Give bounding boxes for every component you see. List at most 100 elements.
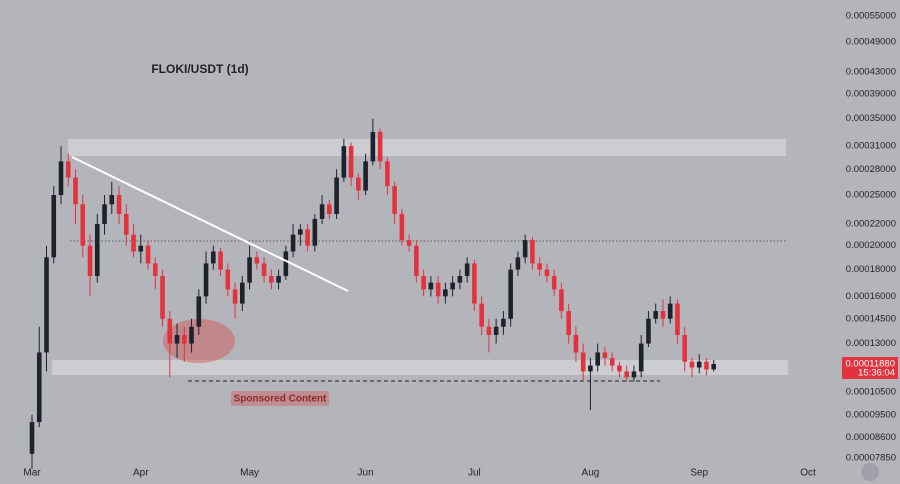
x-tick-label: May	[240, 468, 259, 479]
candle-body	[653, 311, 659, 319]
candle-body	[537, 263, 542, 270]
candle-body	[457, 276, 463, 283]
candle-body	[450, 282, 455, 290]
annotation-box	[231, 391, 329, 406]
y-tick-label: 0.00028000	[846, 164, 896, 175]
candle-body	[58, 161, 64, 196]
x-tick-label: Jun	[358, 468, 374, 479]
y-tick-label: 0.00008600	[846, 432, 896, 443]
candle-body	[327, 204, 332, 214]
candle-body	[631, 371, 637, 378]
candle-body	[356, 177, 361, 191]
y-tick-label: 0.00013000	[846, 338, 896, 349]
candle-body	[464, 263, 470, 277]
chart-title: FLOKI/USDT (1d)	[151, 62, 248, 76]
candle-body	[435, 282, 441, 297]
candle-body	[341, 146, 347, 178]
candle-body	[80, 204, 86, 246]
candle-body	[36, 352, 42, 423]
candle-body	[559, 289, 564, 312]
x-tick-label: Apr	[133, 468, 149, 479]
candle-body	[377, 131, 383, 162]
y-tick-label: 0.00014500	[846, 313, 896, 324]
candle-body	[472, 263, 477, 304]
y-tick-label: 0.00043000	[846, 66, 896, 77]
candle-body	[276, 276, 281, 283]
candle-body	[414, 245, 419, 277]
candle-body	[682, 334, 688, 362]
candle-body	[624, 371, 629, 378]
y-tick-label: 0.00010500	[846, 387, 896, 398]
candle-body	[160, 276, 165, 319]
candle-body	[116, 195, 122, 214]
y-tick-label: 0.00020000	[846, 240, 896, 251]
candle-body	[225, 269, 231, 290]
candle-body	[254, 257, 260, 264]
candle-body	[704, 361, 709, 370]
candle-body	[232, 289, 238, 304]
y-tick-label: 0.00022000	[846, 219, 896, 230]
y-tick-label: 0.00031000	[846, 141, 896, 152]
candle-body	[617, 365, 622, 372]
candle-body	[319, 204, 325, 219]
y-tick-label: 0.00049000	[846, 37, 896, 48]
candle-body	[131, 234, 136, 252]
candle-body	[102, 204, 107, 225]
candle-body	[392, 186, 397, 214]
candle-body	[508, 269, 513, 319]
candle-body	[363, 161, 368, 191]
candle-body	[261, 263, 267, 277]
candle-body	[218, 251, 223, 270]
candle-body	[689, 361, 695, 368]
candle-body	[174, 334, 180, 344]
candle-body	[667, 303, 673, 319]
candle-body	[646, 318, 651, 344]
y-tick-label: 0.00016000	[846, 291, 896, 302]
candle-body	[443, 289, 448, 297]
y-tick-label: 0.00018000	[846, 264, 896, 275]
candle-body	[573, 334, 579, 353]
candle-body	[602, 352, 608, 358]
candle-body	[385, 161, 390, 187]
y-tick-label: 0.00039000	[846, 89, 896, 100]
candle-body	[123, 213, 129, 235]
x-tick-label: Oct	[800, 468, 816, 479]
candle-body	[638, 343, 644, 372]
highlight-ellipse	[163, 319, 235, 363]
candle-body	[515, 257, 521, 270]
candle-body	[486, 326, 492, 335]
price-box	[842, 357, 898, 380]
candle-body	[428, 282, 434, 290]
trend-line	[71, 156, 349, 292]
candle-body	[711, 364, 717, 370]
y-tick-label: 0.00025000	[846, 190, 896, 201]
candle-body	[479, 303, 484, 327]
logo	[861, 463, 879, 481]
candle-body	[312, 218, 318, 246]
candle-body	[189, 326, 194, 344]
candle-body	[181, 334, 187, 344]
candle-body	[152, 263, 158, 277]
candle-body	[167, 318, 173, 344]
candle-body	[551, 276, 557, 290]
candle-body	[145, 245, 151, 264]
candle-body	[544, 269, 550, 277]
x-tick-label: Sep	[690, 468, 708, 479]
candle-body	[87, 245, 93, 277]
countdown: 15:36:04	[858, 368, 895, 379]
x-tick-label: Aug	[582, 468, 600, 479]
resistance-zone	[68, 139, 786, 156]
candle-body	[660, 311, 666, 319]
candle-body	[406, 240, 412, 246]
y-tick-label: 0.00007850	[846, 453, 896, 464]
candle-body	[73, 177, 78, 205]
candle-body	[290, 234, 296, 252]
candle-body	[196, 296, 202, 327]
candle-body	[493, 326, 499, 335]
candle-body	[675, 303, 680, 335]
candle-body	[240, 282, 245, 304]
y-tick-label: 0.00009500	[846, 409, 896, 420]
candle-body	[305, 229, 310, 246]
